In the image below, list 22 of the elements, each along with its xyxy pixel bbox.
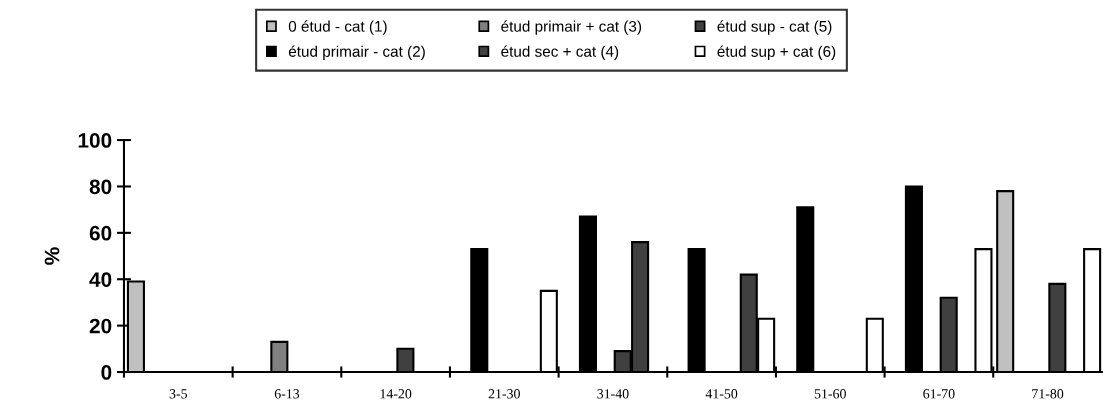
legend-label: étud primair + cat (3) [501, 20, 642, 35]
x-tick-label: 6-13 [274, 389, 300, 399]
x-tick-label: 41-50 [705, 389, 738, 399]
y-tick-label: 60 [89, 225, 112, 241]
x-tick-label: 31-40 [597, 389, 629, 399]
x-tick-label: 51-60 [814, 389, 846, 399]
legend-label: étud sec + cat (4) [501, 45, 619, 60]
y-axis-title: % [44, 247, 60, 265]
x-tick-label: 14-20 [380, 389, 412, 399]
legend-label: étud sup - cat (5) [717, 20, 832, 35]
x-tick-label: 21-30 [488, 389, 520, 399]
legend-label: 0 étud - cat (1) [288, 20, 387, 35]
y-tick-label: 40 [89, 272, 112, 287]
y-tick-label: 0 [101, 365, 112, 380]
y-tick-label: 100 [78, 133, 112, 148]
y-tick-label: 20 [89, 318, 112, 334]
y-tick-label: 80 [89, 179, 112, 195]
x-tick-label: 3-5 [169, 389, 188, 399]
x-tick-label: 61-70 [923, 389, 955, 399]
legend-label: étud primair - cat (2) [288, 45, 425, 60]
legend-label: étud sup + cat (6) [717, 45, 836, 60]
x-tick-label: 71-80 [1032, 389, 1064, 399]
